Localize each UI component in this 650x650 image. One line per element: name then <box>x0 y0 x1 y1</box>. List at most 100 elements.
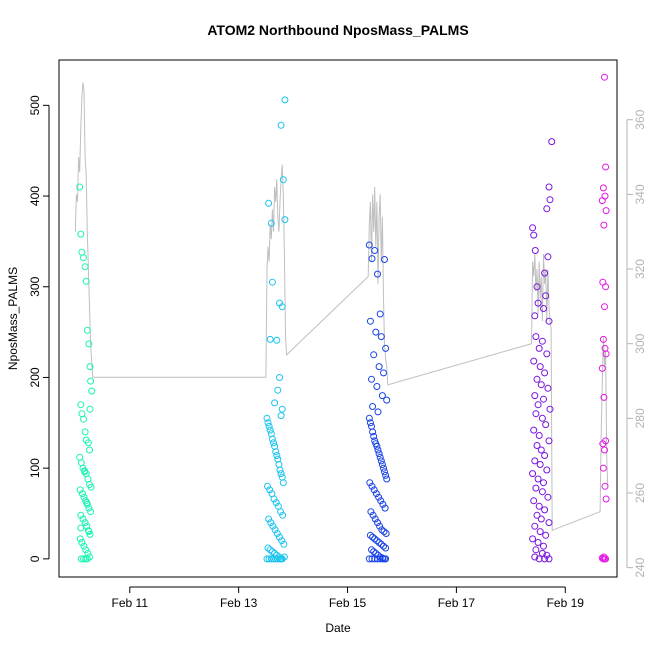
y-tick-label: 400 <box>28 186 42 206</box>
data-point <box>598 364 606 372</box>
y-tick-label: 200 <box>28 367 42 387</box>
data-point <box>263 414 271 422</box>
data-point <box>380 369 387 377</box>
data-point <box>371 515 379 523</box>
data-point <box>274 386 282 394</box>
data-point <box>535 555 543 563</box>
data-point <box>267 519 275 527</box>
data-point <box>80 542 88 550</box>
data-point <box>602 207 610 215</box>
data-point <box>544 384 552 392</box>
data-point <box>599 464 607 472</box>
data-point <box>81 263 89 271</box>
data-point <box>535 432 543 439</box>
data-point <box>379 555 387 563</box>
secondary-y-tick-label: 320 <box>633 259 647 279</box>
data-point <box>265 199 273 207</box>
data-point <box>534 299 542 307</box>
data-point <box>264 482 271 490</box>
data-point <box>601 73 608 81</box>
data-point <box>541 555 549 563</box>
data-point <box>382 530 390 537</box>
x-tick-label: Feb 11 <box>112 596 149 610</box>
data-point <box>365 241 373 249</box>
data-point <box>370 548 378 556</box>
data-point <box>535 344 543 352</box>
secondary-y-tick-label: 280 <box>633 408 647 428</box>
data-point <box>270 495 278 503</box>
data-point <box>270 439 277 447</box>
data-point <box>532 410 540 418</box>
x-tick-label: Feb 19 <box>547 596 585 610</box>
data-point <box>77 524 85 532</box>
secondary-y-tick-label: 360 <box>633 109 647 129</box>
data-point <box>534 539 542 546</box>
secondary-y-tick-label: 240 <box>633 557 647 577</box>
data-point <box>601 446 608 454</box>
data-point <box>271 399 279 407</box>
data-point <box>370 351 378 359</box>
data-point <box>273 452 281 459</box>
data-point <box>545 183 553 191</box>
data-point <box>602 283 610 291</box>
data-point <box>373 383 381 390</box>
data-point <box>76 183 84 191</box>
data-point <box>265 422 273 430</box>
data-point <box>531 522 539 530</box>
data-point <box>536 528 544 536</box>
data-point <box>80 555 87 563</box>
data-point <box>278 537 286 545</box>
data-point <box>545 519 553 527</box>
data-point <box>378 392 386 400</box>
data-point <box>81 468 89 476</box>
data-point <box>369 403 377 410</box>
data-point <box>368 482 376 490</box>
series-1 <box>76 183 96 563</box>
x-tick-label: Feb 17 <box>438 596 476 610</box>
data-point <box>532 484 540 492</box>
data-point <box>543 350 551 358</box>
data-point <box>380 464 387 472</box>
data-point <box>369 428 377 436</box>
data-point <box>546 196 554 204</box>
data-point <box>369 533 377 541</box>
data-point <box>536 363 544 371</box>
data-point <box>600 221 608 229</box>
data-point <box>80 254 87 262</box>
data-point <box>602 350 610 358</box>
data-point <box>540 305 547 312</box>
data-point <box>545 555 553 563</box>
data-point <box>85 528 93 536</box>
data-point <box>381 256 388 263</box>
data-point <box>601 192 609 200</box>
data-point <box>377 497 385 505</box>
data-point <box>383 475 391 483</box>
data-point <box>281 96 289 104</box>
data-point <box>531 312 539 320</box>
data-point <box>542 421 550 429</box>
data-point <box>379 500 387 508</box>
chart-title: ATOM2 Northbound NposMass_PALMS <box>207 22 468 38</box>
data-point <box>366 419 374 427</box>
data-point <box>265 515 273 523</box>
data-point <box>84 439 92 447</box>
data-point <box>264 419 272 427</box>
data-point <box>381 468 388 476</box>
data-point <box>86 363 94 371</box>
secondary-y-tick-label: 340 <box>633 184 647 204</box>
y-axis-title: NposMass_PALMS <box>6 267 20 370</box>
data-point <box>533 442 541 449</box>
series-3 <box>365 241 391 563</box>
y-tick-label: 100 <box>28 458 42 478</box>
data-point <box>377 333 385 341</box>
series-5 <box>598 73 610 563</box>
data-point <box>540 479 547 487</box>
data-point <box>533 511 541 519</box>
secondary-y-tick-label: 300 <box>633 333 647 353</box>
data-point <box>602 555 610 563</box>
data-point <box>544 493 552 501</box>
data-point <box>83 499 91 507</box>
data-point <box>276 533 283 541</box>
data-point <box>83 555 91 563</box>
secondary-line-layer <box>74 82 609 532</box>
